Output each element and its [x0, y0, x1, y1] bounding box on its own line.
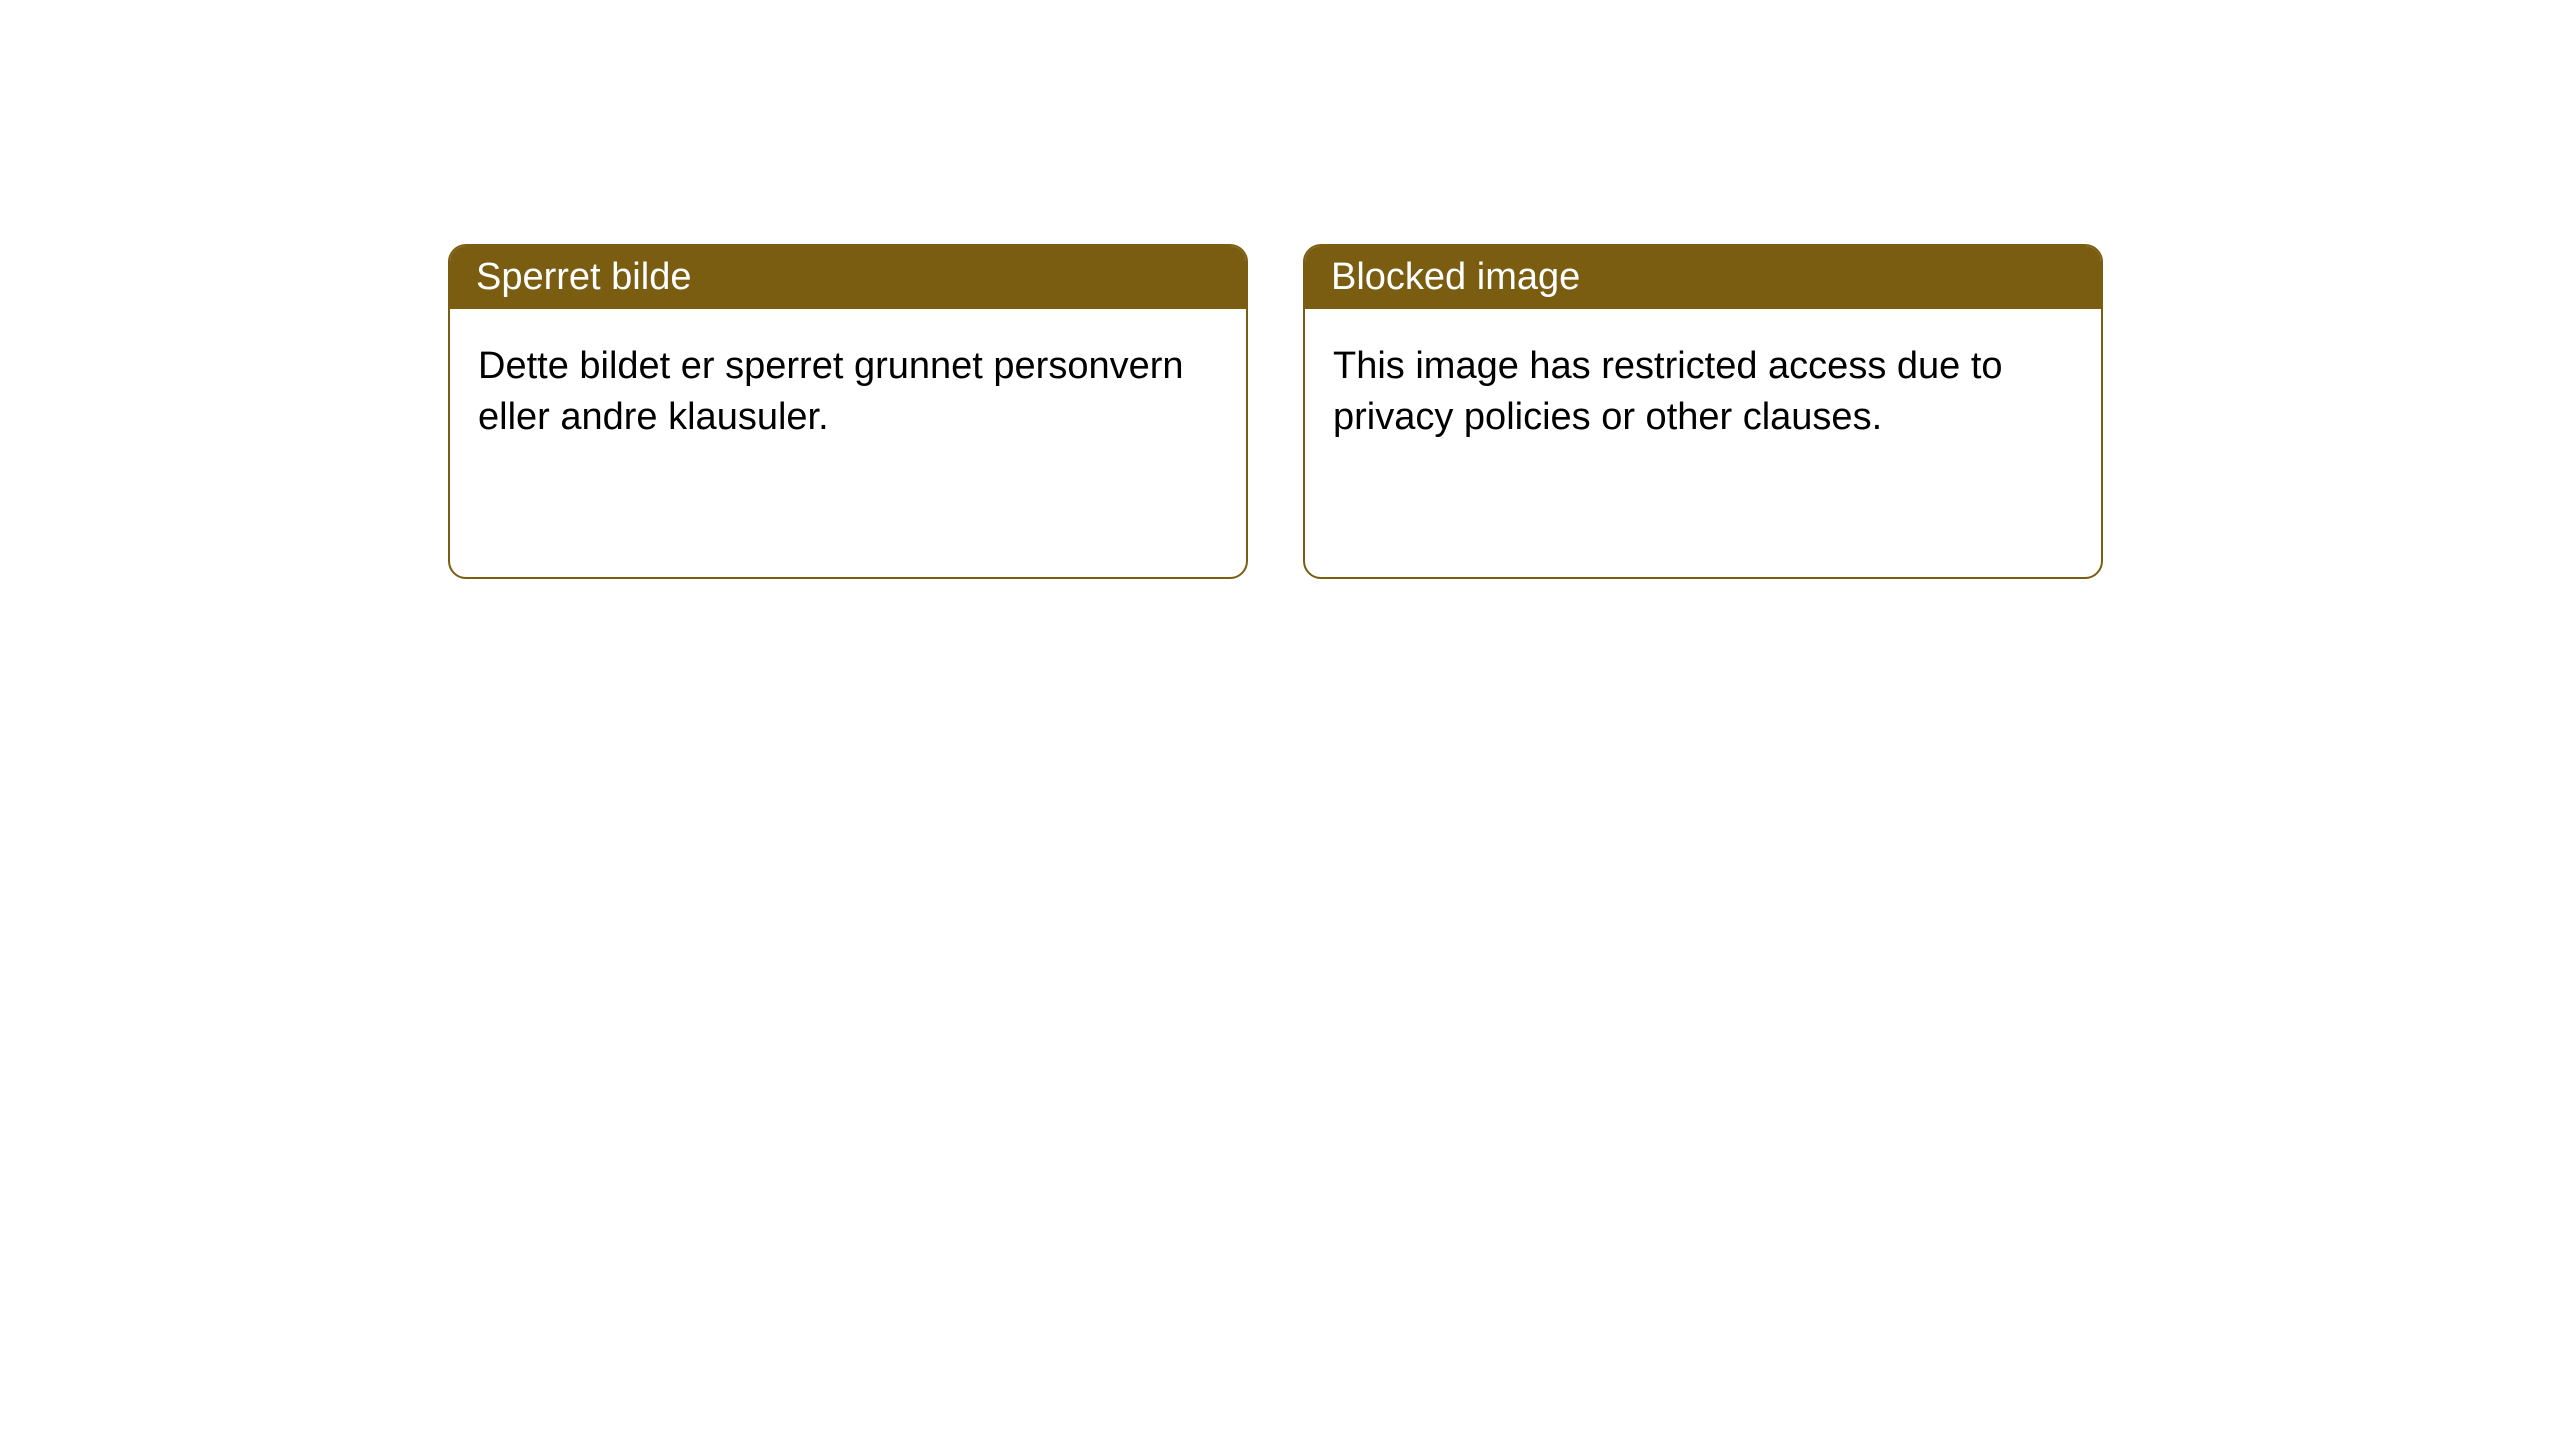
notice-card-title: Sperret bilde — [450, 246, 1246, 309]
notice-cards-container: Sperret bilde Dette bildet er sperret gr… — [448, 244, 2103, 579]
notice-card-title: Blocked image — [1305, 246, 2101, 309]
notice-card-body: This image has restricted access due to … — [1305, 309, 2101, 476]
notice-card-english: Blocked image This image has restricted … — [1303, 244, 2103, 579]
notice-card-body: Dette bildet er sperret grunnet personve… — [450, 309, 1246, 476]
notice-card-norwegian: Sperret bilde Dette bildet er sperret gr… — [448, 244, 1248, 579]
